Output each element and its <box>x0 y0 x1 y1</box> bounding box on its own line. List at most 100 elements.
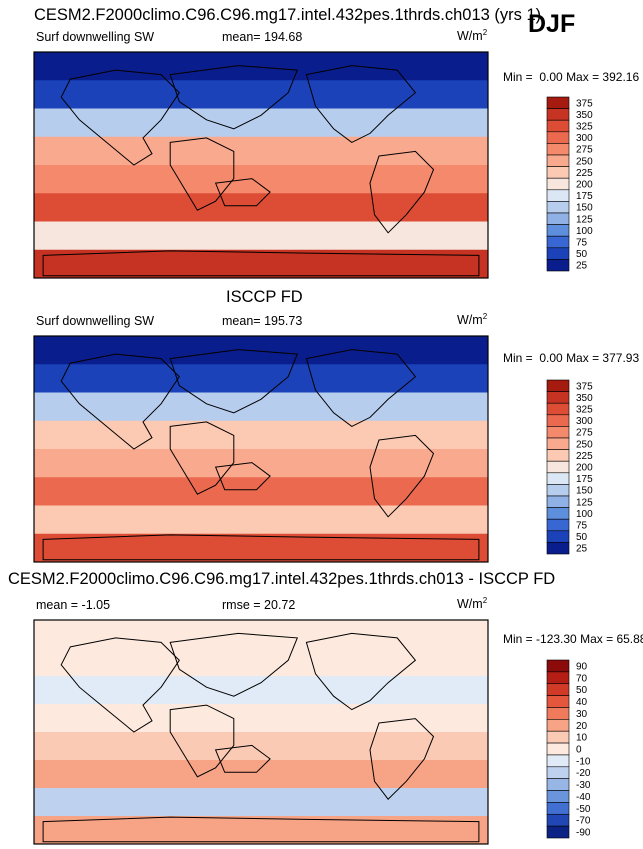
lat-band-90N-60N <box>34 52 488 81</box>
lat-band-60S-90S <box>34 533 488 563</box>
lat-band-90N-60N <box>34 620 488 649</box>
colorbar-swatch <box>546 154 570 167</box>
colorbar-swatch <box>546 201 570 214</box>
panel2-units: W/m2 <box>457 312 488 328</box>
coastline <box>369 434 435 518</box>
lat-band-40N-20N <box>34 108 488 138</box>
colorbar-tick-label: 275 <box>576 145 593 156</box>
lat-band-40N-20N <box>34 676 488 705</box>
colorbar-swatch <box>546 379 570 392</box>
coastline <box>169 137 235 211</box>
colorbar-swatch <box>546 813 570 827</box>
colorbar-tick-label: 300 <box>576 133 593 144</box>
panel3-mean-label: mean = -1.05 <box>36 598 111 612</box>
colorbar-swatch <box>546 131 570 144</box>
coastline <box>214 178 271 207</box>
colorbar-1: 3753503253002752502252001751501251007550… <box>546 96 593 272</box>
coastline <box>169 704 235 778</box>
panel1-minmax: Min = 0.00 Max = 392.16 <box>503 70 640 84</box>
colorbar-tick-label: 50 <box>576 532 588 543</box>
coastline <box>305 65 417 143</box>
colorbar-swatch <box>546 449 570 462</box>
lat-band-0-20S <box>34 449 488 478</box>
coastline <box>214 462 271 491</box>
colorbar-tick-label: 225 <box>576 168 593 179</box>
colorbar-tick-label: -10 <box>576 756 591 767</box>
colorbar-swatch <box>546 719 570 732</box>
colorbar-tick-label: 350 <box>576 393 593 404</box>
colorbar-swatch <box>546 530 570 543</box>
colorbar-swatch <box>546 707 570 720</box>
colorbar-tick-label: 325 <box>576 122 593 133</box>
panel3-rmse-label: rmse = 20.72 <box>222 598 296 612</box>
lat-band-40N-20N <box>34 392 488 422</box>
coastline <box>369 718 435 800</box>
panel1-title: CESM2.F2000climo.C96.C96.mg17.intel.432p… <box>34 6 542 24</box>
panel1-units: W/m2 <box>457 28 488 44</box>
colorbar-swatch <box>546 742 570 756</box>
colorbar-swatch <box>546 177 570 191</box>
colorbar-tick-label: 175 <box>576 191 593 202</box>
colorbar-tick-label: 250 <box>576 156 593 167</box>
coastline <box>60 353 180 450</box>
colorbar-tick-label: -30 <box>576 780 591 791</box>
colorbar-tick-label: 125 <box>576 497 593 508</box>
colorbar-tick-label: 100 <box>576 226 593 237</box>
colorbar-tick-label: 200 <box>576 463 593 474</box>
lat-band-0-20S <box>34 732 488 761</box>
lat-band-40S-60S <box>34 788 488 817</box>
coastline <box>42 534 480 561</box>
colorbar-tick-label: 325 <box>576 405 593 416</box>
panel2-minmax: Min = 0.00 Max = 377.93 <box>503 351 640 365</box>
colorbar-tick-label: -20 <box>576 768 591 779</box>
colorbar-tick-label: 250 <box>576 439 593 450</box>
colorbar-2: 3753503253002752502252001751501251007550… <box>546 379 593 555</box>
map-frame <box>33 335 489 563</box>
colorbar-swatch <box>546 437 570 450</box>
colorbar-tick-label: 350 <box>576 110 593 121</box>
colorbar-tick-label: 75 <box>576 521 588 532</box>
colorbar-swatch <box>546 542 570 555</box>
colorbar-tick-label: 375 <box>576 381 593 392</box>
coastline <box>369 150 435 234</box>
map-panel-3 <box>33 619 489 845</box>
panel1-variable-label: Surf downwelling SW <box>36 30 155 44</box>
colorbar-swatch <box>546 391 570 404</box>
colorbar-tick-label: 275 <box>576 428 593 439</box>
panel3-units: W/m2 <box>457 596 488 612</box>
lat-band-60N-40N <box>34 364 488 393</box>
colorbar-tick-label: 90 <box>576 661 588 672</box>
colorbar-tick-label: 10 <box>576 733 588 744</box>
lat-band-60N-40N <box>34 648 488 677</box>
colorbar-swatch <box>546 802 570 815</box>
colorbar-tick-label: 150 <box>576 203 593 214</box>
lat-band-40S-60S <box>34 221 488 251</box>
coastline <box>169 421 235 495</box>
colorbar-swatch <box>546 402 570 416</box>
lat-band-0-20S <box>34 165 488 194</box>
colorbar-swatch <box>546 259 570 272</box>
panel3-title: CESM2.F2000climo.C96.C96.mg17.intel.432p… <box>8 570 556 588</box>
panel2-mean-value: 195.73 <box>264 314 303 328</box>
colorbar-swatch <box>546 683 570 696</box>
map-frame <box>33 51 489 279</box>
lat-band-90N-60N <box>34 336 488 365</box>
colorbar-swatch <box>546 96 570 109</box>
lat-band-20N-0 <box>34 420 488 450</box>
colorbar-tick-label: 50 <box>576 249 588 260</box>
colorbar-swatch <box>546 426 570 439</box>
colorbar-swatch <box>546 247 570 260</box>
colorbar-tick-label: 25 <box>576 261 588 272</box>
season-label: DJF <box>528 10 576 38</box>
colorbar-tick-label: -40 <box>576 792 591 803</box>
colorbar-tick-label: 375 <box>576 98 593 109</box>
colorbar-tick-label: 75 <box>576 238 588 249</box>
map-frame <box>33 619 489 845</box>
colorbar-tick-label: 70 <box>576 673 588 684</box>
panel2-title: ISCCP FD <box>226 288 303 306</box>
colorbar-swatch <box>546 754 570 768</box>
colorbar-tick-label: 150 <box>576 486 593 497</box>
colorbar-swatch <box>546 212 570 225</box>
